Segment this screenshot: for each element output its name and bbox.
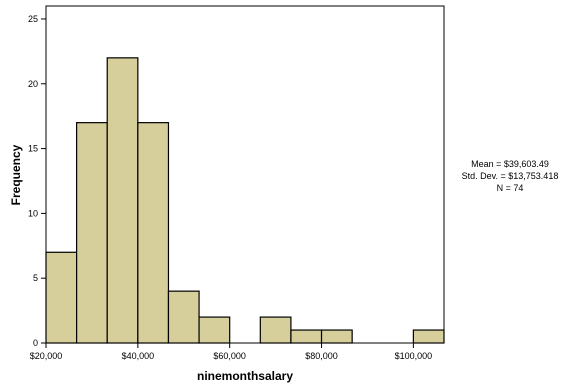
y-tick-label: 5 (33, 273, 38, 283)
y-tick-label: 15 (28, 144, 38, 154)
stats-mean: Mean = $39,603.49 (471, 159, 549, 169)
y-tick-label: 0 (33, 338, 38, 348)
y-axis: 0 5 10 15 20 25 (28, 14, 46, 348)
histogram-bar (320, 329, 353, 344)
histogram-bar (76, 122, 108, 344)
stats-n: N = 74 (497, 183, 524, 193)
histogram-bar (198, 316, 231, 344)
stats-box: Mean = $39,603.49 Std. Dev. = $13,753.41… (462, 159, 559, 193)
y-axis-title: Frequency (9, 144, 23, 205)
x-tick-label: $80,000 (305, 351, 338, 361)
histogram-bar (106, 57, 139, 344)
x-axis-title: ninemonthsalary (197, 369, 293, 383)
stats-std-dev: Std. Dev. = $13,753.418 (462, 171, 559, 181)
y-tick-label: 20 (28, 79, 38, 89)
x-axis: $20,000 $40,000 $60,000 $80,000 $100,000 (30, 343, 432, 361)
y-tick-label: 10 (28, 208, 38, 218)
histogram-bar (137, 122, 170, 344)
histogram-bar (290, 329, 323, 344)
histogram-bar (259, 316, 292, 344)
bars-group (45, 57, 445, 344)
x-tick-label: $20,000 (30, 351, 63, 361)
x-tick-label: $60,000 (213, 351, 246, 361)
histogram-bar (167, 290, 200, 344)
x-tick-label: $100,000 (395, 351, 433, 361)
histogram-bar (45, 251, 78, 344)
histogram-bar (412, 329, 445, 344)
x-tick-label: $40,000 (122, 351, 155, 361)
y-tick-label: 25 (28, 14, 38, 24)
